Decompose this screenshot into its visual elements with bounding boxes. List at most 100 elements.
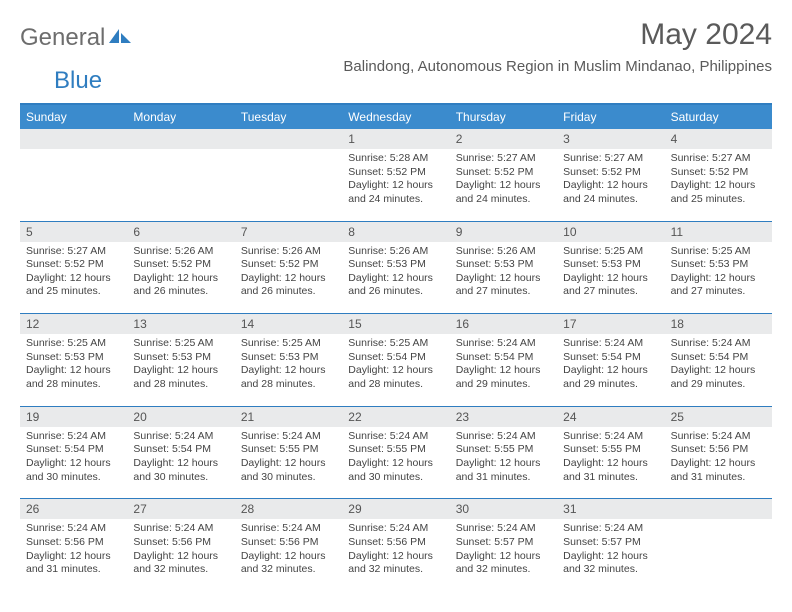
daylight-text-1: Daylight: 12 hours [348,272,443,286]
data-row: Sunrise: 5:27 AMSunset: 5:52 PMDaylight:… [20,242,772,314]
day-cell: Sunrise: 5:27 AMSunset: 5:52 PMDaylight:… [557,149,664,221]
daylight-text-1: Daylight: 12 hours [456,457,551,471]
sunset-text: Sunset: 5:52 PM [671,166,766,180]
day-cell: Sunrise: 5:24 AMSunset: 5:55 PMDaylight:… [342,427,449,499]
day-cell: Sunrise: 5:27 AMSunset: 5:52 PMDaylight:… [450,149,557,221]
day-header: Thursday [450,105,557,129]
day-cell: Sunrise: 5:24 AMSunset: 5:54 PMDaylight:… [557,334,664,406]
sunrise-text: Sunrise: 5:24 AM [26,522,121,536]
sunset-text: Sunset: 5:53 PM [456,258,551,272]
sunrise-text: Sunrise: 5:24 AM [456,337,551,351]
sunset-text: Sunset: 5:54 PM [26,443,121,457]
day-cell: Sunrise: 5:24 AMSunset: 5:55 PMDaylight:… [235,427,342,499]
day-cell: Sunrise: 5:24 AMSunset: 5:55 PMDaylight:… [557,427,664,499]
day-cell [665,519,772,591]
daylight-text-2: and 32 minutes. [348,563,443,577]
sunrise-text: Sunrise: 5:24 AM [563,522,658,536]
sunrise-text: Sunrise: 5:26 AM [241,245,336,259]
day-number: 21 [235,407,342,427]
daylight-text-1: Daylight: 12 hours [456,550,551,564]
day-number: 3 [557,129,664,149]
day-header: Friday [557,105,664,129]
day-number: 22 [342,407,449,427]
day-number: 5 [20,222,127,242]
day-number: 16 [450,314,557,334]
sunrise-text: Sunrise: 5:24 AM [241,430,336,444]
day-cell: Sunrise: 5:26 AMSunset: 5:53 PMDaylight:… [450,242,557,314]
day-number: 27 [127,499,234,519]
daynum-row: 12131415161718 [20,313,772,334]
day-number: 17 [557,314,664,334]
sunrise-text: Sunrise: 5:24 AM [563,337,658,351]
daynum-row: 567891011 [20,221,772,242]
sunrise-text: Sunrise: 5:26 AM [348,245,443,259]
day-cell: Sunrise: 5:25 AMSunset: 5:53 PMDaylight:… [20,334,127,406]
day-number: 28 [235,499,342,519]
daylight-text-1: Daylight: 12 hours [671,272,766,286]
day-cell [235,149,342,221]
sunset-text: Sunset: 5:54 PM [671,351,766,365]
day-cell: Sunrise: 5:24 AMSunset: 5:56 PMDaylight:… [20,519,127,591]
daylight-text-2: and 31 minutes. [26,563,121,577]
sunset-text: Sunset: 5:56 PM [241,536,336,550]
sunset-text: Sunset: 5:57 PM [563,536,658,550]
day-header: Tuesday [235,105,342,129]
day-header: Saturday [665,105,772,129]
daylight-text-2: and 32 minutes. [133,563,228,577]
day-cell: Sunrise: 5:24 AMSunset: 5:57 PMDaylight:… [450,519,557,591]
sunset-text: Sunset: 5:55 PM [348,443,443,457]
day-number: 26 [20,499,127,519]
day-number: 7 [235,222,342,242]
day-number [20,129,127,149]
daylight-text-2: and 29 minutes. [563,378,658,392]
day-number: 18 [665,314,772,334]
sunrise-text: Sunrise: 5:26 AM [133,245,228,259]
sunset-text: Sunset: 5:53 PM [241,351,336,365]
day-number: 2 [450,129,557,149]
day-number: 11 [665,222,772,242]
day-cell [127,149,234,221]
sunset-text: Sunset: 5:53 PM [133,351,228,365]
sunrise-text: Sunrise: 5:24 AM [133,522,228,536]
sunset-text: Sunset: 5:54 PM [133,443,228,457]
day-cell: Sunrise: 5:27 AMSunset: 5:52 PMDaylight:… [20,242,127,314]
day-header-row: Sunday Monday Tuesday Wednesday Thursday… [20,105,772,129]
daylight-text-1: Daylight: 12 hours [456,179,551,193]
sunrise-text: Sunrise: 5:25 AM [671,245,766,259]
sunrise-text: Sunrise: 5:24 AM [348,522,443,536]
sunset-text: Sunset: 5:56 PM [348,536,443,550]
daylight-text-2: and 25 minutes. [671,193,766,207]
title-block: May 2024 Balindong, Autonomous Region in… [343,18,772,75]
daylight-text-2: and 26 minutes. [241,285,336,299]
daylight-text-2: and 29 minutes. [671,378,766,392]
daylight-text-2: and 32 minutes. [456,563,551,577]
day-cell: Sunrise: 5:24 AMSunset: 5:56 PMDaylight:… [342,519,449,591]
daylight-text-1: Daylight: 12 hours [563,457,658,471]
daylight-text-1: Daylight: 12 hours [241,272,336,286]
daylight-text-1: Daylight: 12 hours [563,550,658,564]
data-row: Sunrise: 5:24 AMSunset: 5:54 PMDaylight:… [20,427,772,499]
sunrise-text: Sunrise: 5:27 AM [456,152,551,166]
sunrise-text: Sunrise: 5:24 AM [133,430,228,444]
sunset-text: Sunset: 5:55 PM [456,443,551,457]
daylight-text-1: Daylight: 12 hours [133,457,228,471]
logo-text-blue: Blue [54,67,102,95]
daylight-text-1: Daylight: 12 hours [348,179,443,193]
sunset-text: Sunset: 5:52 PM [456,166,551,180]
daynum-row: 19202122232425 [20,406,772,427]
daylight-text-2: and 28 minutes. [348,378,443,392]
daylight-text-2: and 27 minutes. [671,285,766,299]
daylight-text-1: Daylight: 12 hours [348,364,443,378]
day-cell: Sunrise: 5:26 AMSunset: 5:52 PMDaylight:… [235,242,342,314]
sunrise-text: Sunrise: 5:27 AM [671,152,766,166]
data-row: Sunrise: 5:24 AMSunset: 5:56 PMDaylight:… [20,519,772,591]
sunrise-text: Sunrise: 5:28 AM [348,152,443,166]
location-subtitle: Balindong, Autonomous Region in Muslim M… [343,58,772,75]
day-header: Sunday [20,105,127,129]
day-number: 30 [450,499,557,519]
daylight-text-1: Daylight: 12 hours [133,364,228,378]
sunrise-text: Sunrise: 5:24 AM [241,522,336,536]
day-number [235,129,342,149]
sunset-text: Sunset: 5:56 PM [26,536,121,550]
sunset-text: Sunset: 5:52 PM [563,166,658,180]
